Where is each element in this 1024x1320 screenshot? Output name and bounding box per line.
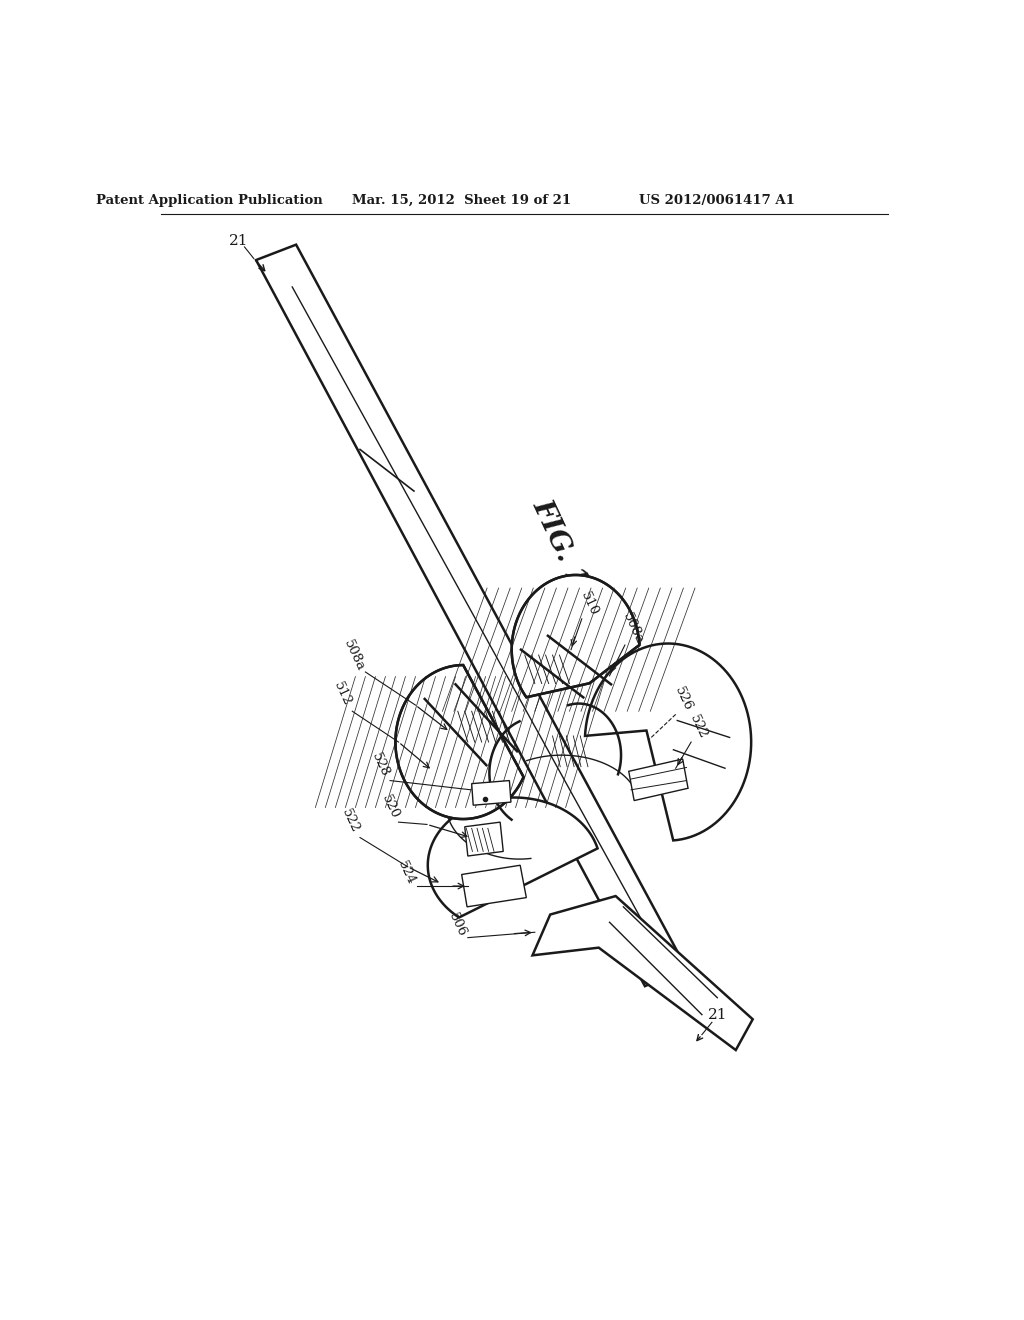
- Text: 522: 522: [688, 713, 710, 741]
- Text: 528: 528: [370, 751, 392, 779]
- Text: 524: 524: [395, 859, 418, 887]
- Text: 21: 21: [709, 1007, 728, 1022]
- Text: FIG. 19: FIG. 19: [527, 495, 599, 610]
- Polygon shape: [462, 866, 526, 907]
- Text: 522: 522: [339, 807, 361, 834]
- Polygon shape: [465, 822, 503, 857]
- Polygon shape: [395, 665, 523, 818]
- Polygon shape: [472, 780, 511, 805]
- Text: 508a: 508a: [620, 610, 645, 645]
- Text: 510: 510: [579, 589, 601, 618]
- Polygon shape: [585, 644, 752, 841]
- Text: 512: 512: [331, 680, 353, 708]
- Text: 21: 21: [228, 234, 248, 248]
- Text: Patent Application Publication: Patent Application Publication: [96, 194, 324, 207]
- Polygon shape: [428, 797, 598, 917]
- Polygon shape: [629, 759, 688, 800]
- Text: US 2012/0061417 A1: US 2012/0061417 A1: [639, 194, 796, 207]
- Text: 526: 526: [672, 685, 694, 713]
- Text: 508a: 508a: [341, 638, 367, 673]
- Text: 520: 520: [380, 792, 402, 821]
- Text: 506: 506: [446, 911, 469, 939]
- Polygon shape: [256, 244, 686, 986]
- Polygon shape: [532, 896, 753, 1051]
- Polygon shape: [512, 576, 639, 697]
- Text: Mar. 15, 2012  Sheet 19 of 21: Mar. 15, 2012 Sheet 19 of 21: [352, 194, 571, 207]
